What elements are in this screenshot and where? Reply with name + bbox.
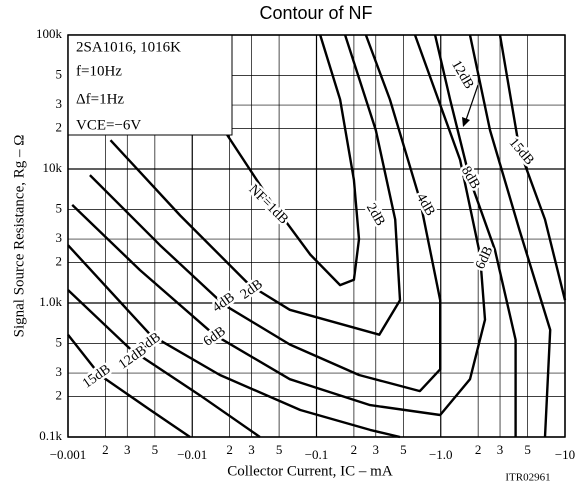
x-tick-label: −1.0 (429, 447, 453, 462)
x-tick-label: −0.001 (50, 447, 87, 462)
annotation: VCE=−6V (76, 117, 141, 133)
y-tick-label: 2 (56, 120, 63, 135)
contour-line (67, 34, 517, 439)
contour-line (67, 34, 552, 438)
contours (67, 34, 567, 439)
y-tick-label: 2 (56, 254, 63, 269)
y-tick-label: 0.1k (39, 428, 62, 443)
y-tick-label: 100k (36, 26, 63, 41)
y-tick-label: 2 (56, 388, 63, 403)
plot-frame (67, 34, 566, 438)
contour-label: 2dB (238, 277, 266, 303)
x-tick-label: 5 (524, 442, 531, 457)
chart-title: Contour of NF (259, 3, 372, 23)
y-tick-label: 3 (56, 364, 63, 379)
contour-label: 15dB (506, 135, 537, 168)
condition-box (67, 34, 233, 136)
x-tick-label: 2 (475, 442, 482, 457)
contour-label: 12dB (448, 58, 476, 92)
x-tick-label: −0.1 (305, 447, 329, 462)
annotation: 2SA1016, 1016K (76, 39, 181, 55)
x-tick-label: 2 (102, 442, 109, 457)
contour-line (222, 34, 361, 287)
x-tick-label: 3 (124, 442, 131, 457)
y-tick-label: 3 (56, 230, 63, 245)
contour-line (67, 34, 567, 438)
y-tick-label: 5 (56, 66, 63, 81)
y-tick-label: 3 (56, 96, 63, 111)
x-tick-label: 3 (497, 442, 504, 457)
x-tick-label: 3 (373, 442, 380, 457)
contour-label: 6dB (473, 244, 496, 271)
x-axis-label: Collector Current, IC – mA (227, 463, 393, 479)
y-tick-label: 5 (56, 200, 63, 215)
contour-label: 2dB (363, 201, 388, 229)
annotation: Δf=1Hz (76, 91, 124, 107)
contour-label: NF=1dB (246, 182, 291, 227)
contour-label: 4dB (413, 191, 438, 219)
y-axis-label: Signal Source Resistance, Rg – Ω (11, 135, 27, 338)
contour-line (71, 34, 487, 417)
contour-line (109, 34, 402, 336)
x-tick-label: 2 (226, 442, 233, 457)
x-tick-label: 5 (276, 442, 283, 457)
contour-label: 15dB (80, 362, 113, 392)
x-tick-label: 5 (152, 442, 159, 457)
x-tick-label: −10 (555, 447, 575, 462)
x-tick-label: 3 (248, 442, 255, 457)
y-tick-label: 5 (56, 334, 63, 349)
annotation: f=10Hz (76, 63, 122, 79)
pointer-arrow (465, 84, 479, 121)
y-tick-label: 10k (43, 160, 63, 175)
contour-line (89, 34, 442, 393)
x-tick-label: 2 (351, 442, 358, 457)
x-tick-label: 5 (400, 442, 407, 457)
y-tick-label: 1.0k (39, 294, 62, 309)
footnote: ITR02961 (505, 472, 550, 484)
x-tick-label: −0.01 (177, 447, 207, 462)
arrow-head (462, 117, 470, 127)
